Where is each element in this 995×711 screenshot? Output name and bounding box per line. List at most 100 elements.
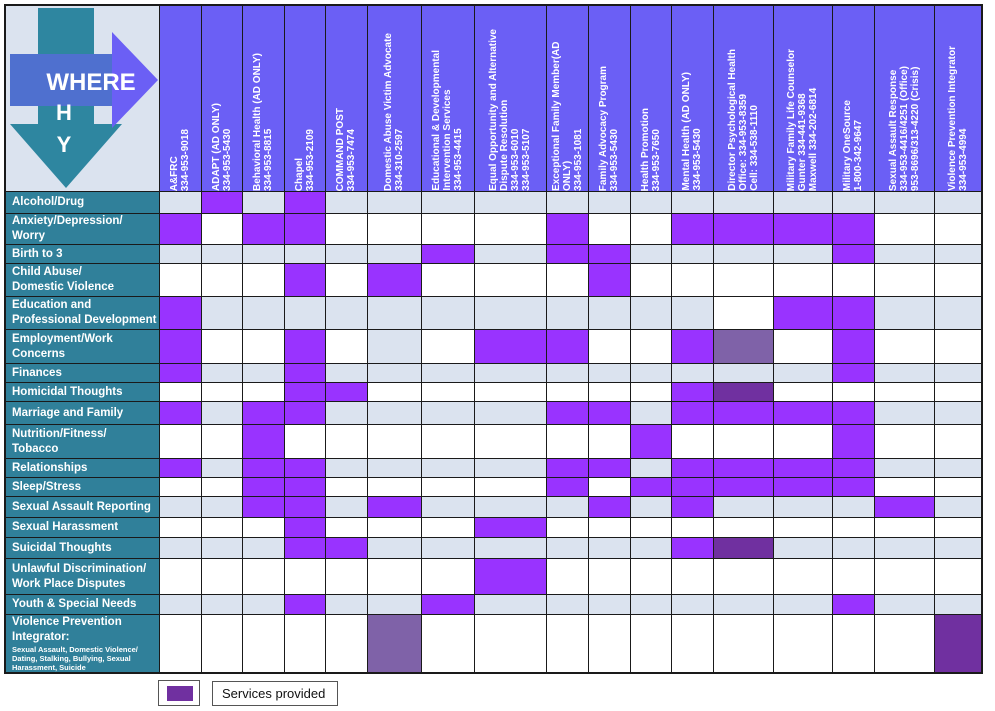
empty-cell <box>200 382 243 402</box>
arrow-icon: WHERE H Y <box>6 6 158 191</box>
empty-cell <box>200 296 243 330</box>
column-phone: 334-953-4416/4251 (Office) 953-8696/313-… <box>898 65 921 191</box>
service-provided-cell <box>629 477 672 497</box>
empty-cell <box>587 594 631 615</box>
empty-cell <box>772 424 833 459</box>
row-label: Relationships <box>12 461 88 474</box>
column-name: Educational & Developmental Intervention… <box>431 50 453 191</box>
empty-cell <box>831 558 875 595</box>
table-row: Unlawful Discrimination/ Work Place Disp… <box>4 558 983 595</box>
empty-cell <box>670 594 714 615</box>
empty-cell <box>587 382 631 402</box>
empty-cell <box>712 263 774 297</box>
empty-cell <box>873 329 935 364</box>
empty-cell <box>241 363 285 383</box>
row-header: Violence Prevention Integrator: Sexual As… <box>4 614 160 674</box>
empty-cell <box>200 329 243 364</box>
service-provided-cell <box>545 213 589 245</box>
column-phone: 334-953-6010 334-953-5107 <box>510 128 532 191</box>
empty-cell <box>831 517 875 538</box>
empty-cell <box>324 477 368 497</box>
empty-cell <box>587 424 631 459</box>
empty-cell <box>629 496 672 518</box>
row-label: Birth to 3 <box>12 247 63 260</box>
legend-swatch-fill <box>167 686 193 701</box>
empty-cell <box>420 213 475 245</box>
service-provided-cell <box>283 477 326 497</box>
service-provided-cell <box>587 496 631 518</box>
row-header: Finances <box>4 363 160 383</box>
service-provided-cell <box>670 382 714 402</box>
empty-cell <box>158 191 202 214</box>
column-name: Behavioral Health (AD ONLY) <box>252 53 263 191</box>
empty-cell <box>670 363 714 383</box>
empty-cell <box>587 517 631 538</box>
empty-cell <box>366 363 422 383</box>
empty-cell <box>366 424 422 459</box>
empty-cell <box>873 213 935 245</box>
empty-cell <box>933 401 983 425</box>
empty-cell <box>831 614 875 674</box>
service-provided-cell <box>545 458 589 478</box>
column-phone: 334-953-4415 <box>453 128 464 191</box>
table-row: Sleep/Stress <box>4 477 983 497</box>
row-label: Homicidal Thoughts <box>12 385 123 398</box>
service-provided-cell <box>831 213 875 245</box>
empty-cell <box>873 244 935 264</box>
empty-cell <box>629 213 672 245</box>
empty-cell <box>545 614 589 674</box>
service-provided-cell <box>587 263 631 297</box>
empty-cell <box>366 296 422 330</box>
column-phone: 334-953-5430 <box>692 128 703 191</box>
empty-cell <box>241 614 285 674</box>
empty-cell <box>772 496 833 518</box>
empty-cell <box>324 594 368 615</box>
service-provided-cell <box>158 329 202 364</box>
empty-cell <box>366 477 422 497</box>
service-provided-cell <box>283 382 326 402</box>
empty-cell <box>545 424 589 459</box>
service-provided-cell <box>712 382 774 402</box>
table-row: Education and Professional Development <box>4 296 983 330</box>
service-provided-cell <box>670 496 714 518</box>
column-phone: 334-953-7474 <box>346 128 357 191</box>
empty-cell <box>587 477 631 497</box>
column-header: Chapel 334-953-2109 <box>283 4 326 192</box>
empty-cell <box>241 329 285 364</box>
empty-cell <box>473 263 547 297</box>
row-label: Alcohol/Drug <box>12 196 85 208</box>
column-name: Sexual Assault Response <box>887 69 899 191</box>
row-label: Nutrition/Fitness/ Tobacco <box>12 427 107 455</box>
row-header: Child Abuse/ Domestic Violence <box>4 263 160 297</box>
empty-cell <box>933 496 983 518</box>
empty-cell <box>420 496 475 518</box>
empty-cell <box>712 191 774 214</box>
row-label: Education and Professional Development <box>12 299 157 326</box>
empty-cell <box>873 191 935 214</box>
row-label: Violence Prevention Integrator: <box>12 616 122 643</box>
empty-cell <box>420 558 475 595</box>
table-row: Finances <box>4 363 983 383</box>
empty-cell <box>831 496 875 518</box>
empty-cell <box>772 382 833 402</box>
service-provided-cell <box>158 458 202 478</box>
empty-cell <box>324 401 368 425</box>
empty-cell <box>933 296 983 330</box>
empty-cell <box>324 213 368 245</box>
service-provided-cell <box>831 401 875 425</box>
empty-cell <box>629 614 672 674</box>
table-row: Suicidal Thoughts <box>4 537 983 559</box>
empty-cell <box>200 213 243 245</box>
empty-cell <box>200 477 243 497</box>
empty-cell <box>366 594 422 615</box>
service-provided-cell <box>831 458 875 478</box>
service-provided-cell <box>712 477 774 497</box>
empty-cell <box>473 401 547 425</box>
empty-cell <box>933 263 983 297</box>
table-row: Marriage and Family <box>4 401 983 425</box>
empty-cell <box>545 537 589 559</box>
column-name: Domestic Abuse Victim Advocate <box>383 32 394 191</box>
empty-cell <box>772 244 833 264</box>
empty-cell <box>831 537 875 559</box>
empty-cell <box>366 458 422 478</box>
